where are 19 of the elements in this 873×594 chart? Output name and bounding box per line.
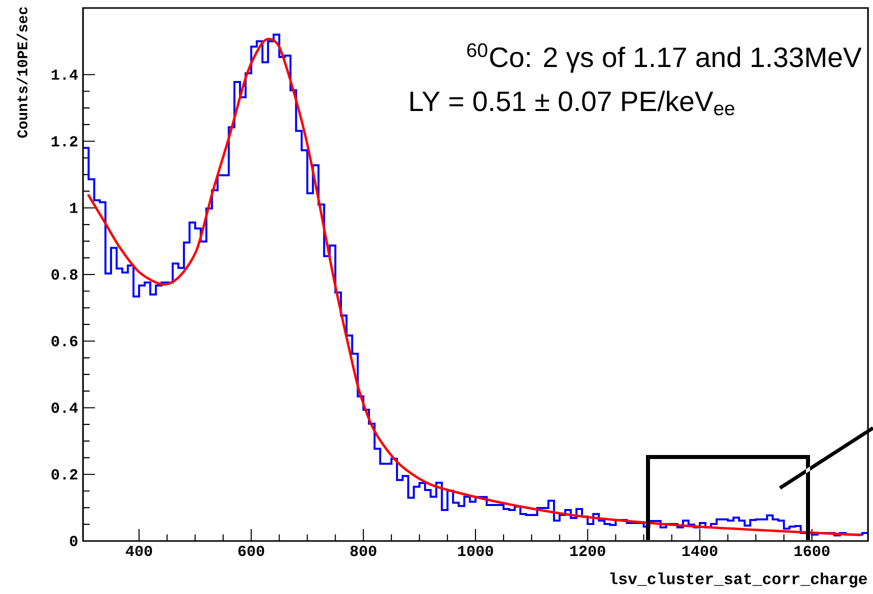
y-tick-label: 0.8 bbox=[52, 269, 78, 280]
annotation: $^{60}$Co: 2 γs of 1.17 and 1.33MeV bbox=[467, 43, 862, 73]
x-tick-label: 400 bbox=[126, 546, 152, 556]
y-tick-label: 1.2 bbox=[52, 136, 78, 146]
y-tick-label: 1.4 bbox=[52, 70, 78, 80]
x-axis-title: lsv_cluster_sat_corr_charge bbox=[610, 572, 867, 588]
y-tick-label: 0.6 bbox=[52, 336, 78, 346]
annotation: LY = 0.51 ± 0.07 PE/keV$_{ee}$ bbox=[410, 90, 734, 116]
x-tick-label: 1000 bbox=[458, 546, 494, 556]
x-tick-label: 600 bbox=[238, 546, 264, 556]
x-tick-label: 1600 bbox=[794, 546, 830, 556]
y-tick-label: 0.4 bbox=[52, 402, 78, 413]
y-tick-label: 0 bbox=[70, 536, 78, 546]
x-tick-label: 800 bbox=[350, 546, 376, 556]
y-tick-label: 1 bbox=[70, 202, 78, 213]
x-tick-label: 1200 bbox=[570, 546, 606, 556]
y-axis-title: Counts/10PE/sec bbox=[16, 7, 28, 138]
y-tick-label: 0.2 bbox=[52, 469, 78, 480]
x-tick-label: 1400 bbox=[682, 546, 718, 556]
